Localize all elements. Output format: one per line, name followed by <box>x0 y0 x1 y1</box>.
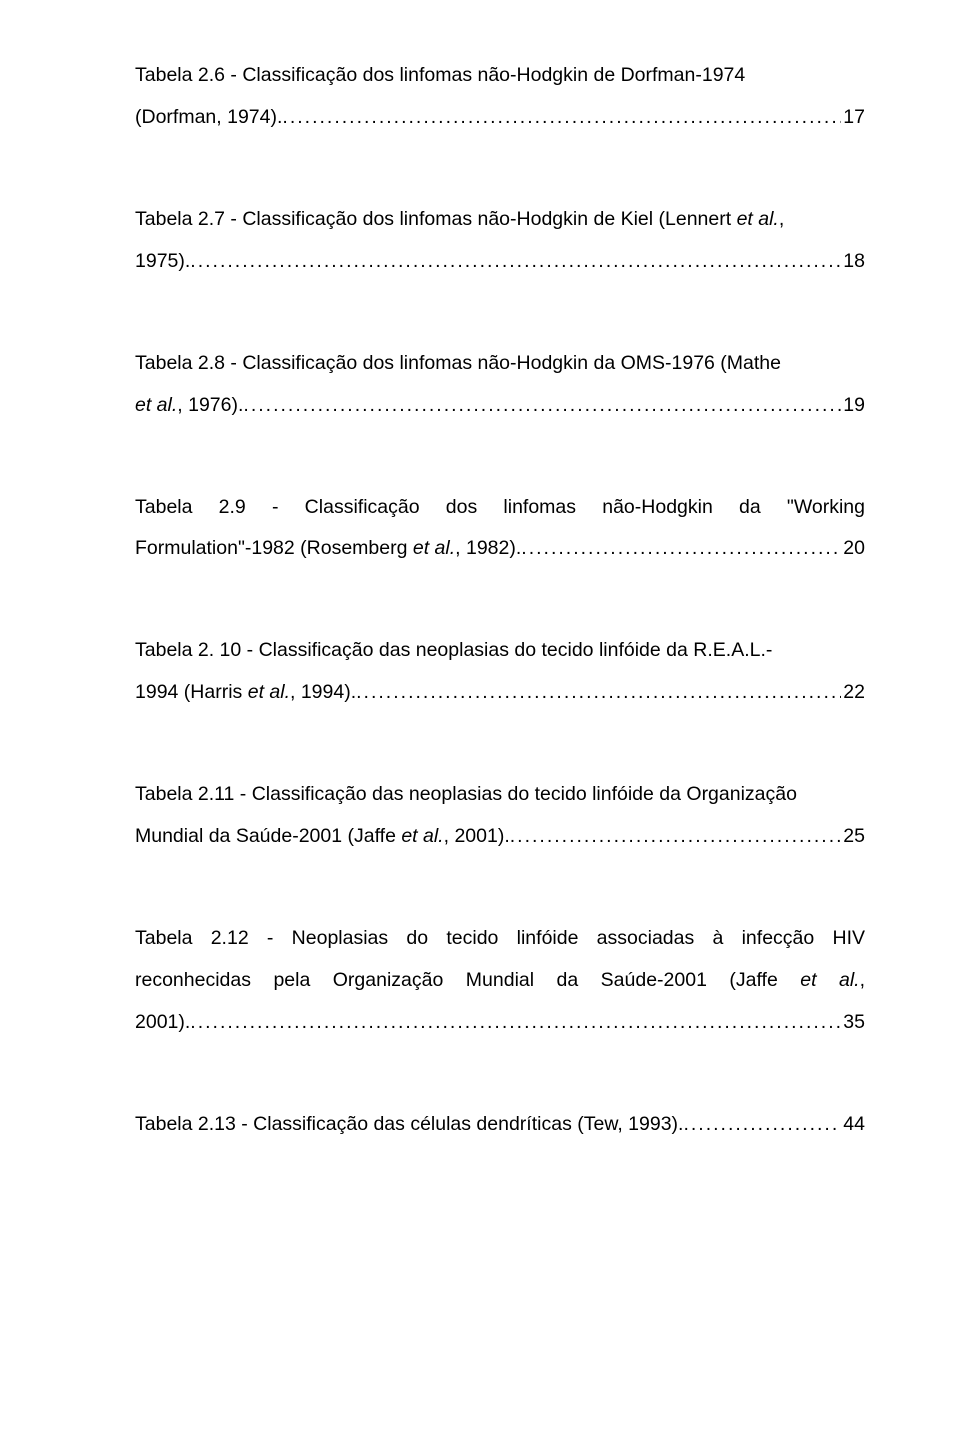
toc-entry-text: Formulation"-1982 (Rosemberg et al., 198… <box>135 528 521 570</box>
toc-entry: Tabela 2.7 - Classificação dos linfomas … <box>135 199 865 283</box>
toc-leader-dots: ........................................… <box>356 672 841 714</box>
toc-entry: Tabela 2.11 - Classificação das neoplasi… <box>135 774 865 858</box>
toc-page-number: 44 <box>841 1104 865 1146</box>
toc-leader-dots: ........................................… <box>510 816 842 858</box>
toc-entry-text: 2001). <box>135 1002 190 1044</box>
toc-entry-line: Tabela 2. 10 - Classificação das neoplas… <box>135 630 865 672</box>
toc-leader-dots: ........................................… <box>190 241 841 283</box>
toc-entry: Tabela 2.8 - Classificação dos linfomas … <box>135 343 865 427</box>
toc-page-number: 20 <box>841 528 865 570</box>
toc-entry-text: (Dorfman, 1974). <box>135 97 282 139</box>
toc-entry-final-line: Tabela 2.13 - Classificação das células … <box>135 1104 865 1146</box>
toc-entry-italic: et al. <box>248 681 290 703</box>
toc-entry-italic: et al. <box>413 537 455 559</box>
toc-leader-dots: ........................................… <box>243 385 841 427</box>
toc-entry-text-part: reconhecidas pela Organização Mundial da… <box>135 969 800 991</box>
toc-entry: Tabela 2.9 - Classificação dos linfomas … <box>135 487 865 571</box>
toc-entry-final-line: et al., 1976). .........................… <box>135 385 865 427</box>
toc-entry: Tabela 2.12 - Neoplasias do tecido linfó… <box>135 918 865 1044</box>
toc-entry-text-part: , 1994). <box>290 681 356 703</box>
toc-page-number: 18 <box>841 241 865 283</box>
toc-entry-italic: et al. <box>401 825 443 847</box>
toc-entry-final-line: (Dorfman, 1974). .......................… <box>135 97 865 139</box>
toc-entry-line: Tabela 2.6 - Classificação dos linfomas … <box>135 55 865 97</box>
toc-entry-final-line: 1994 (Harris et al., 1994). ............… <box>135 672 865 714</box>
toc-entry-final-line: Mundial da Saúde-2001 (Jaffe et al., 200… <box>135 816 865 858</box>
toc-entry-line: Tabela 2.8 - Classificação dos linfomas … <box>135 343 865 385</box>
toc-leader-dots: ........................................… <box>683 1104 841 1146</box>
toc-entry-text-part: , <box>860 969 865 991</box>
toc-entry-text-part: Tabela 2.7 - Classificação dos linfomas … <box>135 208 737 230</box>
toc-entry-line: Tabela 2.9 - Classificação dos linfomas … <box>135 487 865 529</box>
toc-entry-text-part: , 1982). <box>455 537 521 559</box>
toc-page-number: 35 <box>841 1002 865 1044</box>
toc-entry: Tabela 2.13 - Classificação das células … <box>135 1104 865 1146</box>
toc-entry-text: et al., 1976). <box>135 385 243 427</box>
toc-entry-text-part: , 2001). <box>444 825 510 847</box>
toc-entry-text-part: , 1976). <box>177 394 243 416</box>
toc-entry-text-part: Formulation"-1982 (Rosemberg <box>135 537 413 559</box>
toc-entry-text: Tabela 2.13 - Classificação das células … <box>135 1104 683 1146</box>
toc-entry-final-line: 1975). .................................… <box>135 241 865 283</box>
toc-page-number: 25 <box>841 816 865 858</box>
toc-entry-final-line: Formulation"-1982 (Rosemberg et al., 198… <box>135 528 865 570</box>
toc-entry-text: 1975). <box>135 241 190 283</box>
toc-entry-text-part: 1994 (Harris <box>135 681 248 703</box>
toc-entry-final-line: 2001). .................................… <box>135 1002 865 1044</box>
toc-entry-text-part: , <box>779 208 784 230</box>
toc-page-number: 17 <box>841 97 865 139</box>
toc-entry: Tabela 2.6 - Classificação dos linfomas … <box>135 55 865 139</box>
toc-entry-line: Tabela 2.11 - Classificação das neoplasi… <box>135 774 865 816</box>
toc-entry-italic: et al. <box>800 969 859 991</box>
toc-page-number: 19 <box>841 385 865 427</box>
toc-entry-line: reconhecidas pela Organização Mundial da… <box>135 960 865 1002</box>
toc-entry-text-part: Mundial da Saúde-2001 (Jaffe <box>135 825 401 847</box>
toc-leader-dots: ........................................… <box>282 97 841 139</box>
toc-entry-line: Tabela 2.7 - Classificação dos linfomas … <box>135 199 865 241</box>
toc-entry-line: Tabela 2.12 - Neoplasias do tecido linfó… <box>135 918 865 960</box>
toc-entry-text: Mundial da Saúde-2001 (Jaffe et al., 200… <box>135 816 510 858</box>
toc-leader-dots: ........................................… <box>190 1002 841 1044</box>
toc-entry: Tabela 2. 10 - Classificação das neoplas… <box>135 630 865 714</box>
toc-entry-italic: et al. <box>135 394 177 416</box>
toc-page-number: 22 <box>841 672 865 714</box>
toc-leader-dots: ........................................… <box>521 528 841 570</box>
toc-entry-italic: et al. <box>737 208 779 230</box>
toc-entry-text: 1994 (Harris et al., 1994). <box>135 672 356 714</box>
